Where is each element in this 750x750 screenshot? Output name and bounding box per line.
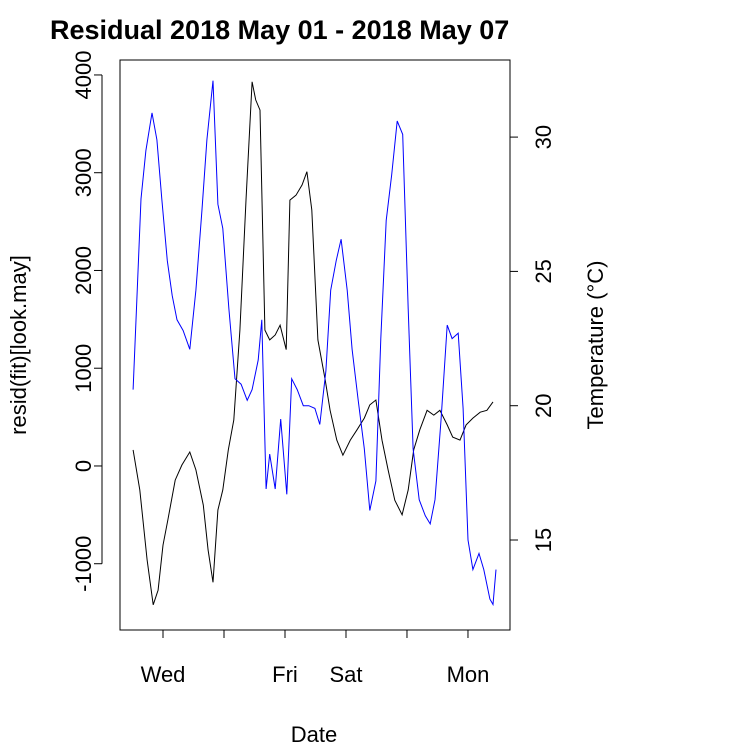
x-axis-label: Date [291,722,337,747]
y2-tick-label: 15 [531,528,556,552]
y2-tick-label: 25 [531,259,556,283]
x-tick-label: Fri [272,662,298,687]
y-tick-label: 4000 [71,50,96,99]
chart-title: Residual 2018 May 01 - 2018 May 07 [50,15,509,45]
y-tick-label: -1000 [71,536,96,592]
series-line [132,80,497,607]
y-tick-label: 1000 [71,344,96,393]
series-line [132,81,494,605]
x-tick-label: Sat [329,662,362,687]
y-axis-label: resid(fit)[look.may] [6,255,31,435]
plot-box [119,59,511,631]
y2-tick-label: 20 [531,393,556,417]
y2-tick-label: 30 [531,125,556,149]
x-tick-label: Wed [141,662,186,687]
y-tick-label: 3000 [71,148,96,197]
y-tick-label: 2000 [71,246,96,295]
y2-axis-label: Temperature (°C) [583,261,608,430]
x-tick-label: Mon [447,662,490,687]
y-tick-label: 0 [71,460,96,472]
